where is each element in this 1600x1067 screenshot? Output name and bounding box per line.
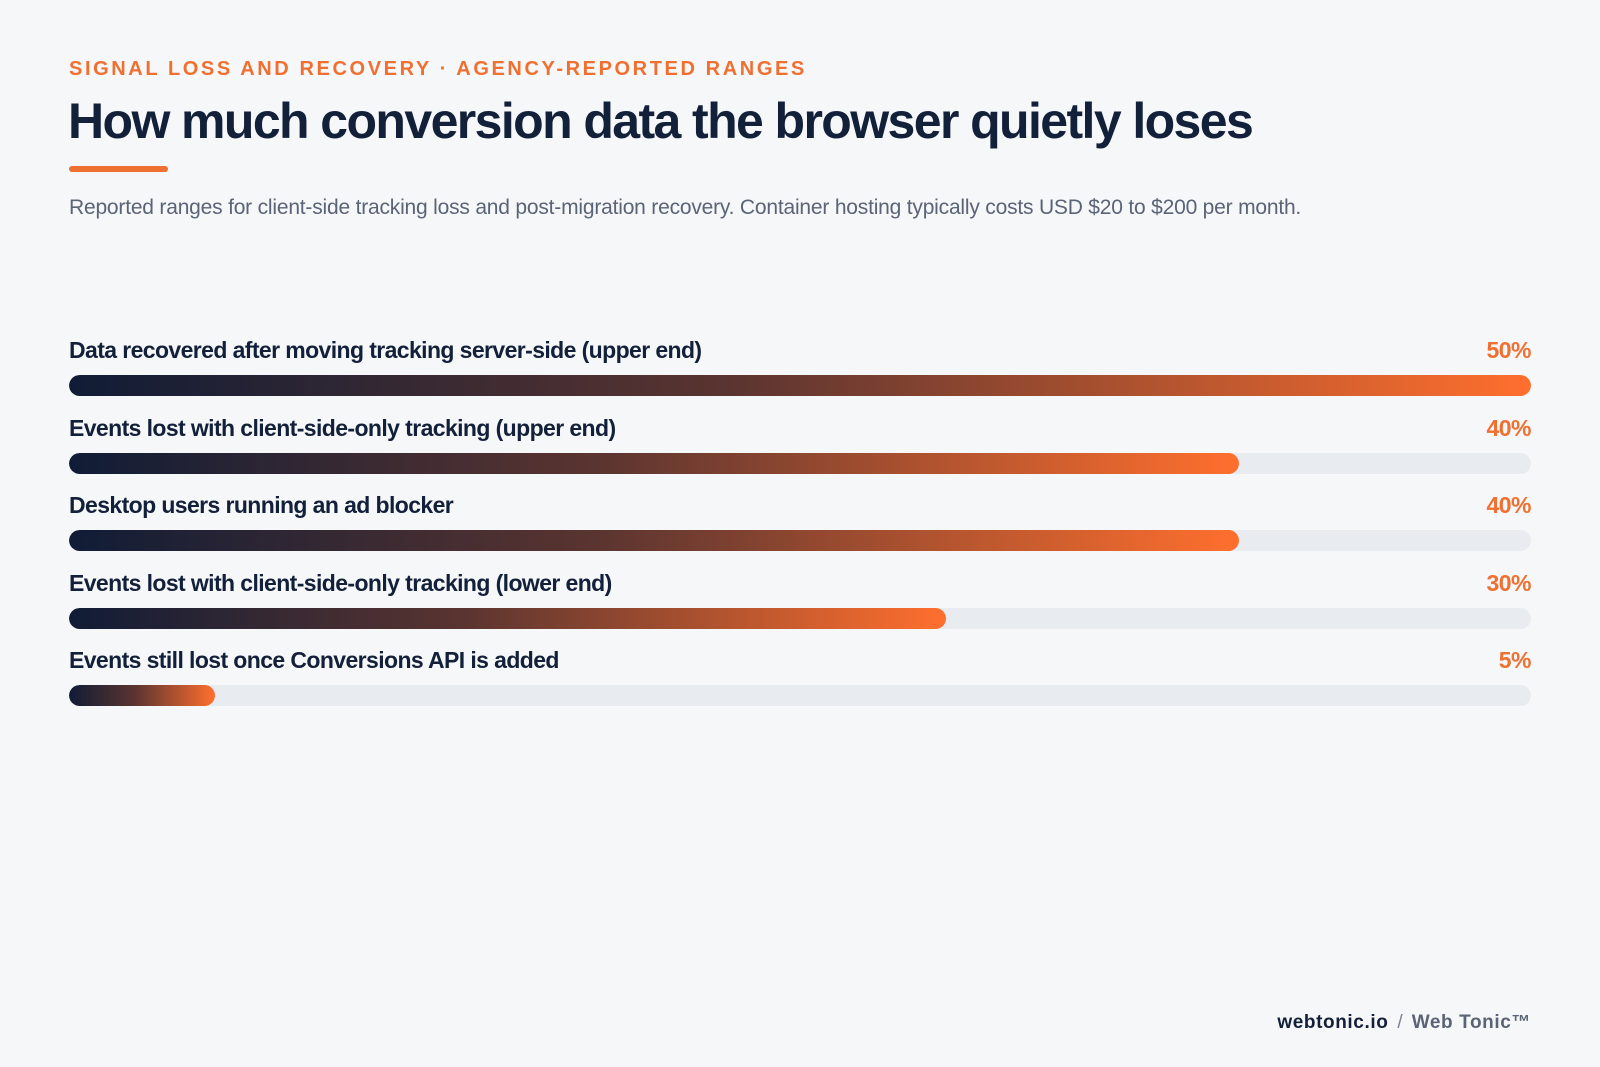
bar-track (69, 685, 1531, 706)
bar-label: Events still lost once Conversions API i… (69, 647, 559, 673)
bar-label: Events lost with client-side-only tracki… (69, 569, 612, 596)
bar-fill (69, 452, 1239, 474)
bar-track (69, 375, 1531, 396)
footer-site[interactable]: webtonic.io (1277, 1012, 1389, 1033)
bar-label: Data recovered after moving tracking ser… (69, 337, 702, 363)
bar-fill (69, 530, 1239, 551)
subtitle: Reported ranges for client-side tracking… (69, 196, 1302, 219)
bar-chart: Data recovered after moving tracking ser… (69, 337, 1532, 725)
bar-value-label: 50% (1486, 337, 1531, 363)
bar-track (69, 452, 1531, 474)
bar-fill (69, 607, 946, 629)
bar-row: Events still lost once Conversions API i… (69, 647, 1532, 725)
bar-track (69, 530, 1531, 551)
bar-row: Desktop users running an ad blocker 40% (69, 492, 1531, 570)
bar-row: Events lost with client-side-only tracki… (69, 570, 1531, 648)
bar-value-label: 40% (1486, 492, 1531, 518)
bar-label: Desktop users running an ad blocker (69, 492, 454, 518)
page-title: How much conversion data the browser qui… (68, 93, 1254, 149)
bar-label: Events lost with client-side-only tracki… (69, 414, 616, 441)
bar-fill (69, 685, 215, 706)
title-underline (69, 166, 168, 172)
bar-fill (69, 375, 1531, 396)
bar-row: Events lost with client-side-only tracki… (69, 415, 1531, 493)
footer-separator: / (1397, 1012, 1403, 1033)
bar-track (69, 607, 1531, 629)
footer-brand: Web Tonic™ (1411, 1012, 1531, 1033)
bar-value-label: 30% (1486, 569, 1531, 596)
bar-value-label: 40% (1486, 414, 1531, 441)
bar-value-label: 5% (1498, 647, 1532, 673)
footer-credit: webtonic.io / Web Tonic™ (1277, 1012, 1531, 1034)
eyebrow-label: SIGNAL LOSS AND RECOVERY · AGENCY-REPORT… (69, 58, 807, 80)
bar-row: Data recovered after moving tracking ser… (69, 337, 1531, 415)
